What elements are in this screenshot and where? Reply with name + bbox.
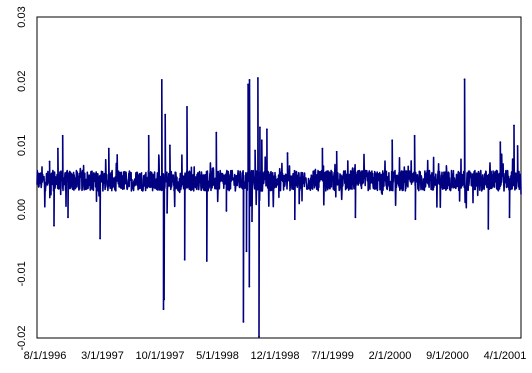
data-point — [67, 216, 69, 219]
data-point — [169, 144, 171, 147]
data-point — [48, 160, 51, 163]
data-point — [499, 141, 502, 144]
data-point — [215, 131, 218, 134]
y-tick-label: -0.02 — [16, 325, 28, 350]
x-axis: 8/1/1996 3/1/1997 10/1/1997 5/1/1998 12/1/19… — [24, 350, 527, 362]
data-point — [354, 216, 357, 219]
y-tick-label: -0.01 — [16, 261, 28, 286]
data-point — [186, 106, 188, 108]
data-point — [247, 83, 250, 86]
data-point — [99, 237, 101, 240]
x-tick-label: 8/1/1996 — [24, 350, 67, 362]
data-point — [293, 218, 296, 221]
data-point — [413, 134, 416, 137]
data-point — [147, 134, 150, 137]
data-point — [57, 147, 59, 150]
x-tick-label: 2/1/2000 — [369, 350, 412, 362]
data-point — [173, 189, 176, 192]
x-tick-label: 10/1/1997 — [136, 350, 185, 362]
data-point — [254, 149, 256, 152]
data-point — [321, 147, 324, 150]
x-tick-label: 9/1/2000 — [426, 350, 469, 362]
data-point — [163, 298, 166, 301]
data-point — [258, 335, 260, 338]
data-point — [257, 77, 259, 79]
data-point — [516, 145, 519, 147]
x-tick-label: 12/1/1998 — [251, 350, 300, 362]
y-tick-label: 0.01 — [16, 135, 28, 156]
data-point — [513, 124, 515, 127]
data-point — [487, 228, 490, 230]
data-point — [53, 224, 55, 227]
x-tick-label: 3/1/1997 — [81, 350, 124, 362]
data-point — [164, 113, 167, 116]
y-tick-label: 0.00 — [16, 199, 28, 220]
data-point — [335, 150, 338, 153]
data-point — [251, 220, 253, 223]
data-point — [162, 308, 165, 310]
data-point — [248, 79, 251, 81]
data-point — [508, 216, 511, 219]
x-tick-label: 7/1/1999 — [311, 350, 354, 362]
data-point — [61, 134, 64, 137]
data-point — [248, 285, 251, 288]
data-point — [225, 210, 228, 212]
data-point — [116, 154, 119, 156]
x-tick-label: 5/1/1998 — [196, 350, 239, 362]
y-axis: 0.03 0.02 0.01 0.00 -0.01 -0.02 — [16, 6, 28, 350]
data-point — [242, 321, 245, 323]
data-point — [286, 152, 289, 155]
data-point — [414, 218, 417, 221]
y-tick-label: 0.02 — [16, 70, 28, 91]
data-point — [183, 258, 186, 261]
data-point — [160, 79, 163, 81]
data-point — [166, 211, 169, 214]
data-point — [205, 260, 208, 262]
series-line — [36, 77, 522, 338]
data-point — [245, 250, 248, 253]
data-point — [260, 139, 263, 142]
data-point — [266, 128, 268, 131]
x-tick-label: 4/1/2001 — [484, 350, 527, 362]
series-layer — [36, 77, 522, 338]
data-point — [391, 139, 394, 142]
data-point — [107, 147, 110, 150]
data-point — [463, 78, 466, 81]
data-point — [259, 126, 261, 129]
y-tick-label: 0.03 — [16, 6, 28, 27]
